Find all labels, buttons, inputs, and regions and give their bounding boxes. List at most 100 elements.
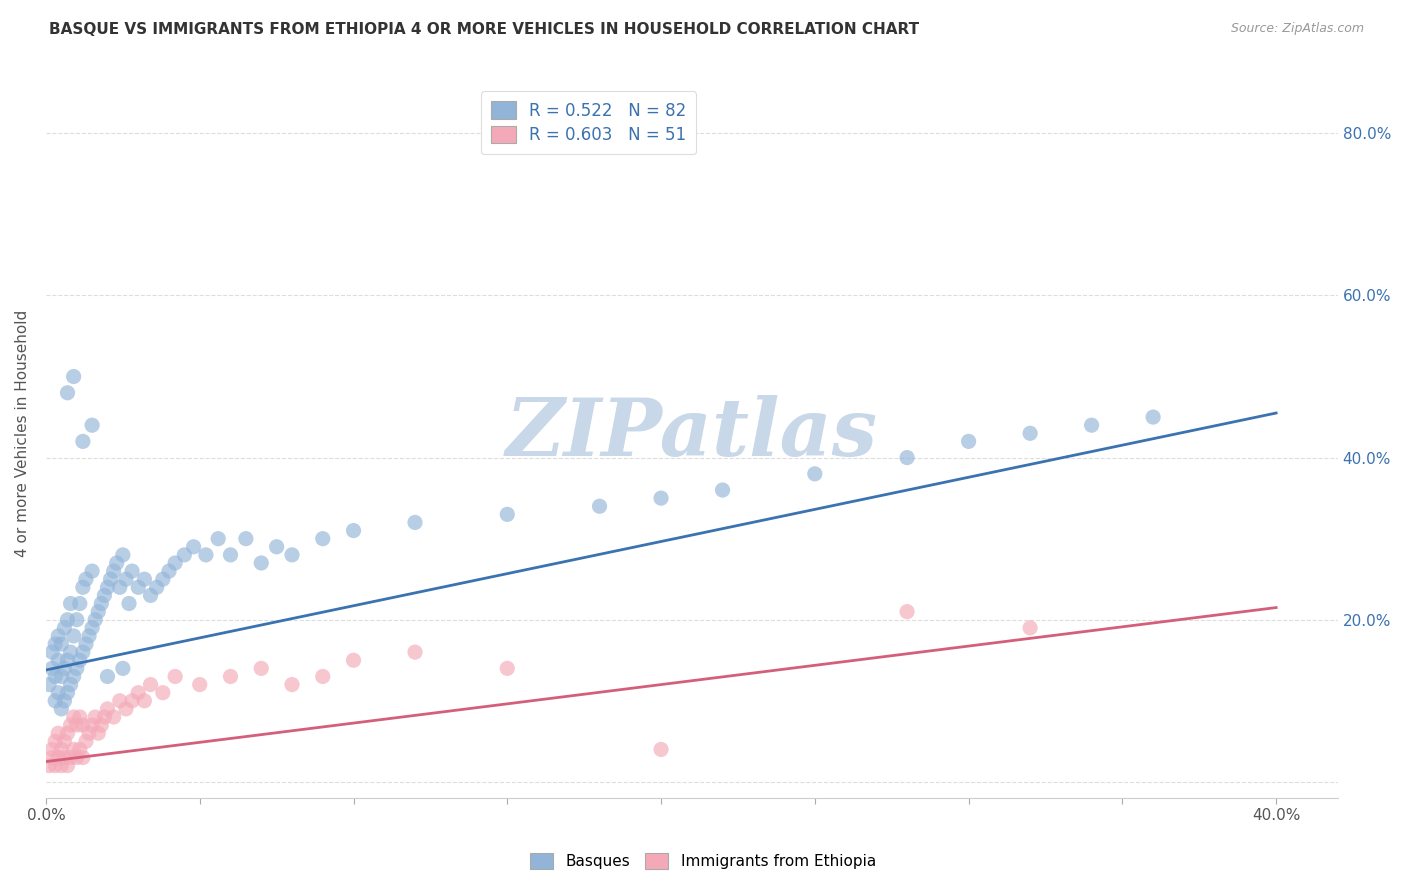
Point <box>281 548 304 562</box>
Point <box>77 726 100 740</box>
Point <box>46 686 69 700</box>
Point <box>82 718 104 732</box>
Point <box>896 450 918 465</box>
Point <box>139 677 162 691</box>
Point <box>90 718 112 732</box>
Point <box>1142 410 1164 425</box>
Point <box>93 589 115 603</box>
Point <box>59 677 82 691</box>
Point <box>139 589 162 603</box>
Point <box>69 597 91 611</box>
Point <box>46 653 69 667</box>
Point <box>100 572 122 586</box>
Point <box>1080 418 1102 433</box>
Point <box>711 483 734 497</box>
Point <box>44 669 66 683</box>
Point <box>62 669 84 683</box>
Point <box>56 726 79 740</box>
Point <box>66 613 89 627</box>
Point <box>38 758 60 772</box>
Point <box>108 580 131 594</box>
Point <box>650 742 672 756</box>
Point <box>46 726 69 740</box>
Point <box>152 686 174 700</box>
Point <box>134 572 156 586</box>
Point <box>105 556 128 570</box>
Point <box>72 580 94 594</box>
Point <box>173 548 195 562</box>
Point <box>219 548 242 562</box>
Point <box>1019 621 1042 635</box>
Point <box>82 564 104 578</box>
Point <box>62 742 84 756</box>
Point <box>44 758 66 772</box>
Point <box>41 742 63 756</box>
Point <box>75 572 97 586</box>
Point <box>207 532 229 546</box>
Point <box>121 564 143 578</box>
Point <box>53 734 76 748</box>
Point <box>44 637 66 651</box>
Point <box>56 385 79 400</box>
Point <box>188 677 211 691</box>
Point <box>121 694 143 708</box>
Text: ZIPatlas: ZIPatlas <box>506 394 877 472</box>
Point <box>72 718 94 732</box>
Legend: R = 0.522   N = 82, R = 0.603   N = 51: R = 0.522 N = 82, R = 0.603 N = 51 <box>481 92 696 154</box>
Point <box>41 661 63 675</box>
Point <box>56 653 79 667</box>
Point <box>96 580 118 594</box>
Point <box>87 726 110 740</box>
Point <box>56 686 79 700</box>
Point <box>56 613 79 627</box>
Point <box>84 710 107 724</box>
Point <box>51 742 73 756</box>
Point <box>804 467 827 481</box>
Legend: Basques, Immigrants from Ethiopia: Basques, Immigrants from Ethiopia <box>524 847 882 875</box>
Point <box>72 750 94 764</box>
Point <box>53 694 76 708</box>
Point <box>281 677 304 691</box>
Point <box>69 653 91 667</box>
Point <box>219 669 242 683</box>
Point <box>82 621 104 635</box>
Point <box>66 661 89 675</box>
Point <box>66 750 89 764</box>
Point <box>342 524 364 538</box>
Point <box>115 572 138 586</box>
Point <box>896 605 918 619</box>
Point <box>87 605 110 619</box>
Point <box>342 653 364 667</box>
Point <box>75 637 97 651</box>
Text: BASQUE VS IMMIGRANTS FROM ETHIOPIA 4 OR MORE VEHICLES IN HOUSEHOLD CORRELATION C: BASQUE VS IMMIGRANTS FROM ETHIOPIA 4 OR … <box>49 22 920 37</box>
Point <box>312 532 335 546</box>
Point <box>51 702 73 716</box>
Point <box>115 702 138 716</box>
Point <box>650 491 672 505</box>
Point <box>165 556 187 570</box>
Point <box>103 564 125 578</box>
Point <box>496 508 519 522</box>
Point <box>66 718 89 732</box>
Point <box>69 742 91 756</box>
Point <box>957 434 980 449</box>
Point <box>69 710 91 724</box>
Point <box>404 516 426 530</box>
Point <box>127 580 149 594</box>
Point <box>118 597 141 611</box>
Point <box>235 532 257 546</box>
Point <box>1019 426 1042 441</box>
Point <box>62 710 84 724</box>
Point <box>51 758 73 772</box>
Point <box>93 710 115 724</box>
Point <box>145 580 167 594</box>
Point <box>41 645 63 659</box>
Point <box>46 750 69 764</box>
Point <box>59 718 82 732</box>
Point <box>72 434 94 449</box>
Point <box>62 369 84 384</box>
Point <box>157 564 180 578</box>
Point <box>75 734 97 748</box>
Point <box>96 669 118 683</box>
Point <box>90 597 112 611</box>
